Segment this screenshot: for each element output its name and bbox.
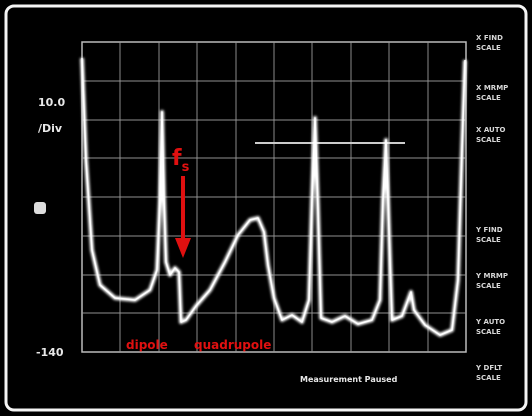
marker-symbol: f [172,146,182,171]
softkey-label: SCALE [476,94,501,102]
softkey-label: SCALE [476,44,501,52]
softkey-label: Y FIND [475,226,503,234]
peak-label: quadrupole [194,338,271,352]
softkey-label: Y MRMP [475,272,508,280]
peak-label: dipole [126,338,168,352]
level-indicator [34,202,46,214]
softkey-label: Y AUTO [475,318,505,326]
softkey-label: SCALE [476,236,501,244]
softkey-label: X MRMP [476,84,508,92]
background [0,0,532,416]
softkey-label: SCALE [476,136,501,144]
scale-bottom: -140 [36,346,64,359]
softkey-label: Y DFLT [475,364,502,372]
softkey-label: X AUTO [476,126,505,134]
softkey-label: SCALE [476,282,501,290]
marker-subscript: s [182,160,190,175]
screen-photo: 10.0 /Div -140 Measurement Paused fs dip… [0,0,532,416]
softkey-label: SCALE [476,374,501,382]
scale-top: 10.0 [38,96,65,109]
softkey-label: X FIND [476,34,503,42]
scale-unit: /Div [38,122,63,135]
softkey-label: SCALE [476,328,501,336]
status: Measurement Paused [300,375,398,384]
